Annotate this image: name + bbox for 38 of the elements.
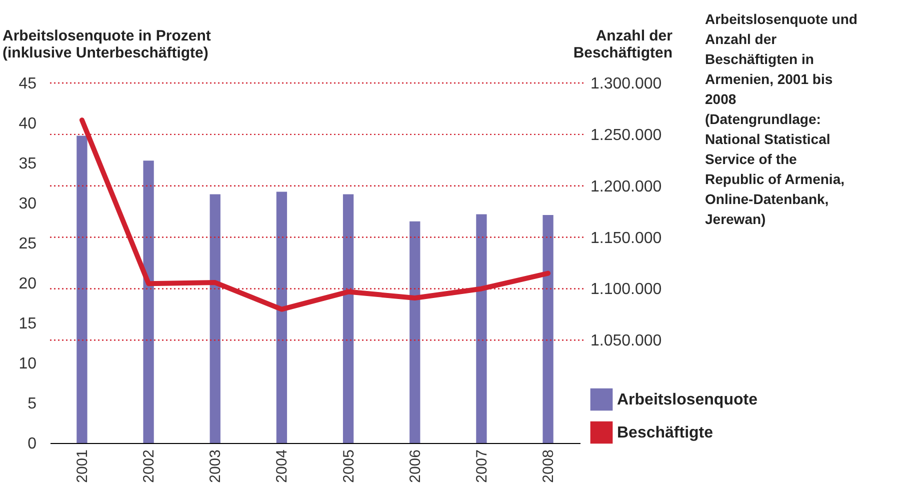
legend-label: Beschäftigte	[617, 424, 714, 442]
x-tick-label: 2001	[74, 450, 91, 483]
x-tick-label: 2008	[540, 450, 558, 483]
bar	[542, 215, 554, 443]
bar	[476, 214, 487, 443]
y-tick-label: 0	[28, 436, 37, 452]
x-tick-label: 2006	[406, 450, 424, 483]
y-tick-label: 10	[18, 356, 37, 372]
x-tick-label: 2002	[140, 450, 158, 483]
y-tick-label: 15	[18, 316, 37, 332]
x-tick-label: 2004	[274, 450, 291, 483]
y-tick-label: 5	[28, 396, 37, 412]
text: (Datengrundlage: National Statistical Service of the Republic of Armenia, Online-Datenbank, Jerewan)	[705, 111, 845, 227]
y2-tick-label: 1.100.000	[590, 281, 662, 298]
bar	[276, 192, 288, 443]
bar	[410, 221, 420, 443]
y2-tick-label: 1.050.000	[590, 332, 662, 350]
y-tick-label: 20	[18, 276, 37, 292]
bar	[143, 160, 154, 443]
bar	[210, 194, 220, 443]
bar	[342, 194, 354, 443]
y2-axis-title: Anzahl der Beschäftigten	[573, 28, 673, 62]
text: Arbeitslosenquote und Anzahl der Beschäftigten in Armenien, 2001 bis 2008	[705, 11, 858, 107]
y2-tick-label: 1.150.000	[590, 230, 662, 247]
y2-tick-label: 1.250.000	[590, 126, 662, 144]
y-tick-label: 35	[18, 156, 37, 172]
y-tick-label: 40	[18, 116, 37, 132]
x-tick-label: 2005	[340, 450, 358, 483]
x-tick-label: 2003	[207, 450, 224, 483]
y-tick-label: 45	[18, 76, 37, 92]
y2-tick-label: 1.200.000	[590, 178, 662, 196]
y-tick-label: 30	[18, 196, 37, 212]
y-tick-label: 25	[18, 236, 37, 252]
y-axis-title: Arbeitslosenquote in Prozent (inklusive Unterbeschäftigte)	[2, 28, 211, 62]
legend-label: Arbeitslosenquote	[617, 392, 758, 408]
x-tick-label: 2007	[473, 450, 490, 483]
y2-tick-label: 1.300.000	[590, 76, 662, 92]
bar	[76, 136, 88, 443]
